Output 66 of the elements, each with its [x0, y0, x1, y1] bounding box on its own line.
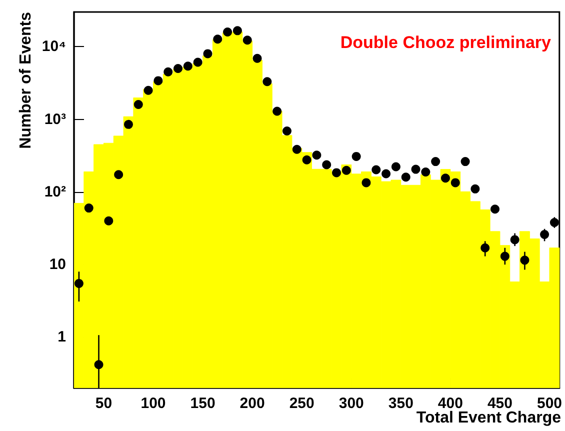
point — [164, 67, 173, 76]
point — [540, 230, 550, 239]
point — [460, 157, 470, 166]
point — [94, 360, 104, 370]
point — [223, 28, 232, 37]
point — [292, 144, 302, 154]
point — [332, 168, 342, 178]
point — [440, 174, 450, 183]
annotation: Double Chooz preliminary — [340, 33, 552, 52]
point — [154, 76, 163, 86]
point — [411, 164, 420, 174]
point — [322, 160, 332, 170]
point — [550, 218, 559, 227]
point — [272, 106, 282, 116]
point — [114, 170, 124, 180]
point — [421, 168, 430, 177]
point — [312, 150, 322, 160]
x-tick-label: 50 — [95, 395, 112, 412]
x-tick-label: 150 — [190, 395, 216, 412]
x-tick-label: 450 — [487, 395, 512, 412]
point — [342, 166, 351, 175]
point — [174, 64, 183, 74]
point — [232, 26, 242, 36]
point — [213, 34, 222, 44]
point — [401, 172, 410, 182]
point — [490, 204, 500, 214]
x-tick-label: 300 — [338, 395, 364, 412]
point — [431, 157, 440, 166]
y-tick-label: 10² — [44, 183, 66, 200]
point — [470, 184, 480, 194]
x-axis-title: Total Event Charge — [416, 410, 562, 426]
y-tick-label: 10⁴ — [42, 38, 66, 56]
point — [134, 100, 143, 109]
x-tick-label: 100 — [140, 395, 166, 412]
point — [352, 152, 361, 161]
point — [520, 256, 530, 265]
point — [84, 204, 94, 213]
point — [450, 178, 460, 188]
point — [500, 252, 510, 261]
x-tick-label: 200 — [240, 395, 265, 412]
point — [372, 165, 381, 174]
point — [262, 77, 272, 86]
point — [362, 178, 371, 188]
x-tick-label: 400 — [438, 395, 463, 412]
x-tick-label: 500 — [536, 395, 562, 412]
point — [282, 126, 292, 136]
point — [124, 120, 133, 129]
y-tick-label: 1 — [58, 328, 66, 346]
point — [74, 278, 84, 288]
y-tick-label: 10³ — [44, 110, 66, 128]
point — [104, 216, 114, 226]
point — [242, 36, 252, 45]
point — [302, 155, 312, 164]
point — [252, 54, 262, 63]
y-tick-label: 10 — [49, 256, 66, 274]
point — [193, 58, 202, 67]
x-tick-label: 250 — [289, 395, 314, 412]
point — [510, 235, 520, 244]
y-axis-title: Number of Events — [18, 12, 34, 149]
x-tick-label: 350 — [388, 395, 414, 412]
point — [203, 49, 212, 58]
point — [183, 62, 192, 71]
point — [144, 86, 153, 95]
point — [480, 243, 490, 252]
point — [382, 169, 391, 178]
point — [391, 162, 400, 172]
